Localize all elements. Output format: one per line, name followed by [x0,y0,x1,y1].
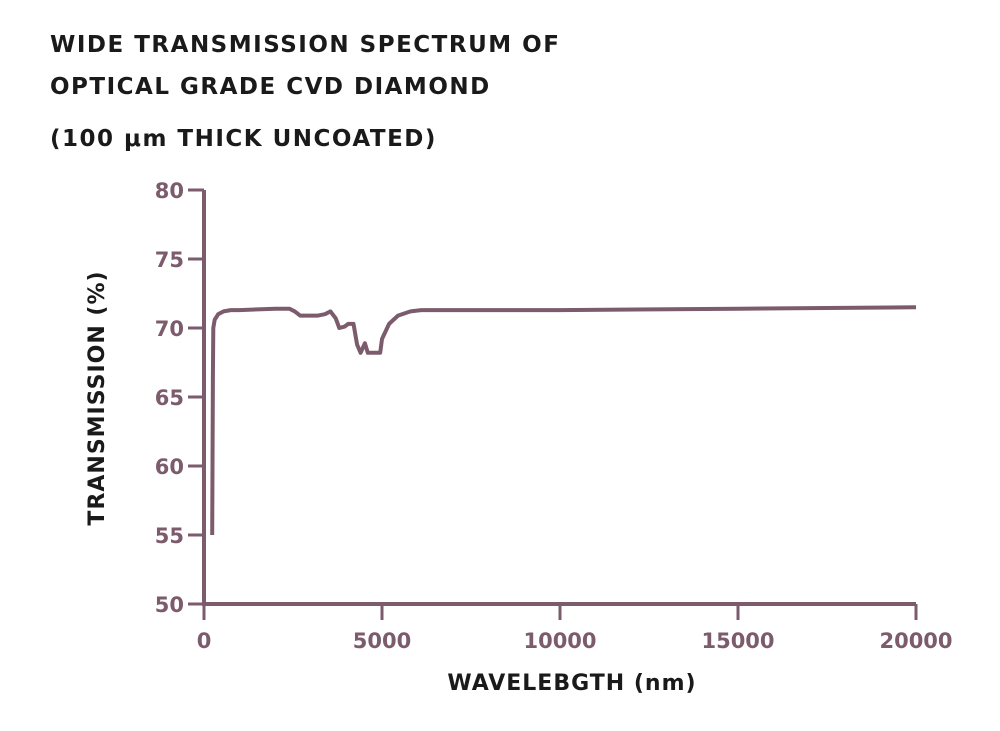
y-tick-label: 65 [155,386,184,410]
y-axis-ticks: 50 55 60 65 70 75 80 [155,179,204,617]
x-tick-label: 15000 [701,629,774,653]
y-axis-label: TRANSMISSION (%) [85,270,110,525]
x-tick-label: 0 [197,629,212,653]
series-line-0 [210,305,917,536]
y-tick-label: 60 [155,455,184,479]
y-tick-label: 55 [155,524,184,548]
chart-title-line-2: OPTICAL GRADE CVD DIAMOND [50,74,491,100]
y-tick-label: 80 [155,179,184,203]
y-tick-label: 70 [155,317,184,341]
chart-title-line-1: WIDE TRANSMISSION SPECTRUM OF [50,32,561,58]
y-tick-label: 50 [155,593,184,617]
x-axis-label: WAVELEBGTH (nm) [447,671,696,696]
x-axis-ticks: 0 5000 10000 15000 20000 [197,604,953,653]
axes [202,190,916,606]
series-layer [210,305,917,536]
chart-subtitle: (100 μm THICK UNCOATED) [50,126,437,152]
x-tick-label: 5000 [353,629,411,653]
x-tick-label: 10000 [523,629,596,653]
y-tick-label: 75 [155,248,184,272]
x-tick-label: 20000 [879,629,952,653]
